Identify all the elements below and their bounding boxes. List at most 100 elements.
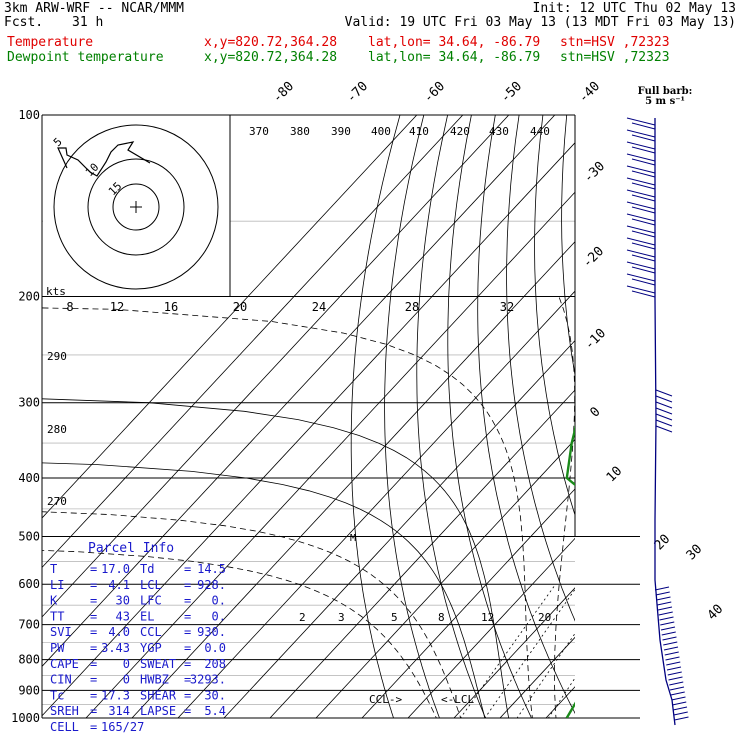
- temperature-legend: Temperature: [7, 35, 94, 50]
- wind-barb: [626, 129, 656, 138]
- parcel-label: EL: [140, 609, 154, 623]
- wind-barb: [663, 646, 679, 651]
- parcel-value: 17.3: [101, 688, 130, 702]
- pressure-label: 500: [18, 529, 40, 543]
- mixing-ratio-label: 8: [438, 611, 445, 624]
- parcel-value: 3293.: [190, 673, 226, 687]
- wind-barb: [666, 661, 681, 666]
- dry-adiabat: [709, 87, 740, 730]
- temperature-profile: [590, 115, 740, 718]
- parcel-eq: =: [90, 641, 97, 655]
- hodograph-units: kts: [46, 285, 66, 298]
- wind-barb: [631, 134, 656, 142]
- wind-barb: [655, 395, 673, 403]
- isotherm: [269, 389, 575, 718]
- wind-barb: [662, 636, 677, 641]
- wind-barb: [631, 254, 656, 262]
- mixing-ratio-label: 5: [391, 611, 398, 624]
- hodograph-ring: [53, 124, 219, 290]
- wind-barb: [666, 666, 682, 671]
- wind-barb: [657, 601, 672, 606]
- wind-barb: [673, 711, 688, 716]
- wind-barb: [674, 716, 689, 721]
- isotherm-label: 0: [587, 404, 603, 420]
- wind-barb: [631, 206, 656, 214]
- wind-barb: [631, 278, 656, 286]
- mixing-ratio-line: [568, 584, 665, 731]
- parcel-eq: =: [90, 609, 97, 623]
- moist-adiabat: [42, 511, 462, 718]
- wind-barb: [661, 631, 676, 636]
- parcel-value: 0.0: [204, 641, 226, 655]
- dry-adiabat: [384, 115, 440, 718]
- parcel-value: 928.: [197, 578, 226, 592]
- wind-barb: [655, 407, 673, 415]
- wind-barb: [664, 651, 679, 656]
- wind-barb: [655, 419, 673, 427]
- mixing-ratio-label: 3: [338, 611, 345, 624]
- hodograph-axis-label: 12: [110, 300, 124, 314]
- moist-adiabat: [603, 297, 731, 731]
- m-annotation: M: [350, 533, 356, 544]
- parcel-eq: =: [184, 594, 191, 608]
- wind-barb: [655, 389, 673, 397]
- pressure-label: 800: [18, 653, 40, 667]
- parcel-eq: =: [184, 609, 191, 623]
- isotherm: [223, 339, 575, 718]
- parcel-info-title: Parcel Info: [88, 541, 174, 556]
- parcel-label: SHEAR: [140, 688, 177, 702]
- parcel-value: 17.0: [101, 562, 130, 576]
- forecast-hours: 31 h: [72, 15, 104, 30]
- wind-barb: [626, 273, 656, 282]
- wind-barb: [631, 230, 656, 238]
- temperature-xy: x,y=820.72,364.28: [204, 35, 338, 50]
- wind-barb: [654, 586, 670, 591]
- isotherm-label: 40: [705, 602, 727, 624]
- theta-label: 440: [530, 125, 550, 138]
- isotherm-label: -10: [582, 326, 609, 353]
- pressure-label: 300: [18, 396, 40, 410]
- parcel-value: 30.: [204, 688, 226, 702]
- pressure-label: 900: [18, 683, 40, 697]
- isotherm-label: -20: [580, 244, 607, 271]
- parcel-eq: =: [184, 688, 191, 702]
- mixing-ratio-line: [484, 588, 575, 718]
- pressure-label: 400: [18, 471, 40, 485]
- parcel-label: K: [50, 594, 58, 608]
- pressure-label: 100: [18, 108, 40, 122]
- parcel-label: LCL: [140, 578, 162, 592]
- parcel-label: HWBZ: [140, 673, 169, 687]
- dry-adiabat: [732, 87, 740, 730]
- wind-barb: [626, 285, 656, 294]
- temperature-station: stn=HSV ,72323: [560, 35, 670, 50]
- wind-barb: [626, 153, 656, 162]
- hodograph-ring: [87, 158, 185, 256]
- isotherm-label: -80: [270, 79, 297, 106]
- dry-adiabat: [416, 115, 486, 718]
- wind-barb: [663, 641, 678, 646]
- wind-barb: [626, 225, 656, 234]
- parcel-eq: =: [184, 562, 191, 576]
- wind-barb: [626, 189, 656, 198]
- isotherm: [672, 87, 740, 730]
- parcel-label: Td: [140, 562, 154, 576]
- parcel-eq: =: [90, 704, 97, 718]
- isotherm-label: 10: [604, 464, 626, 486]
- parcel-eq: =: [184, 578, 191, 592]
- wind-barb: [656, 596, 671, 601]
- wind-barb: [626, 201, 656, 210]
- wind-barb: [671, 696, 686, 701]
- parcel-value: 43: [116, 609, 130, 623]
- moist-adiabat: [649, 297, 740, 731]
- hodograph-axis-label: 16: [164, 300, 178, 314]
- hodograph-trace: [57, 141, 151, 177]
- parcel-value: 4.0: [108, 625, 130, 639]
- wind-barb: [626, 165, 656, 174]
- moist-adiabat: [554, 296, 575, 718]
- isotherm-label: 30: [684, 542, 706, 564]
- isotherm-label: -50: [498, 79, 525, 106]
- pressure-label: 700: [18, 618, 40, 632]
- dewpoint-station: stn=HSV ,72323: [560, 50, 670, 65]
- model-title: 3km ARW-WRF -- NCAR/MMM: [4, 1, 185, 16]
